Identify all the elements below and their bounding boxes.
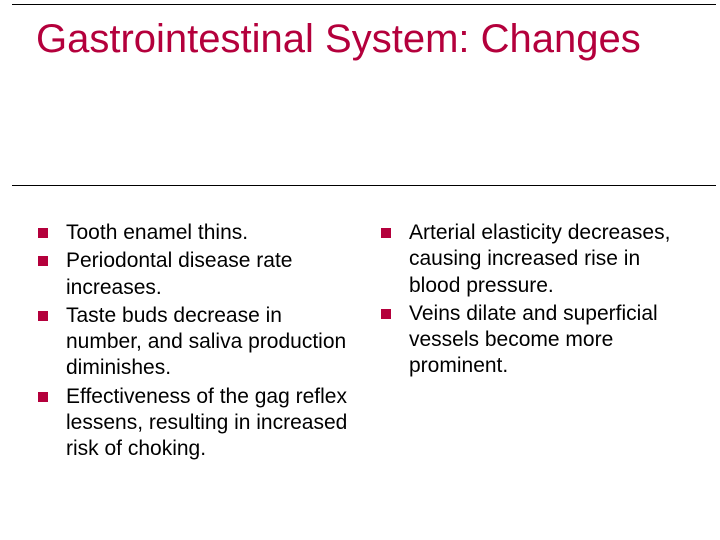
bullet-text: Veins dilate and superficial vessels bec… — [409, 301, 696, 380]
bullet-text: Arterial elasticity decreases, causing i… — [409, 220, 696, 299]
list-item: Tooth enamel thins. — [30, 220, 353, 246]
list-item: Veins dilate and superficial vessels bec… — [373, 301, 696, 380]
bullet-text: Periodontal disease rate increases. — [66, 248, 353, 301]
list-item: Effectiveness of the gag reflex lessens,… — [30, 384, 353, 463]
square-bullet-icon — [381, 228, 391, 238]
bullet-text: Effectiveness of the gag reflex lessens,… — [66, 384, 353, 463]
list-item: Taste buds decrease in number, and saliv… — [30, 303, 353, 382]
square-bullet-icon — [38, 311, 48, 321]
content-area: Tooth enamel thins. Periodontal disease … — [30, 220, 696, 520]
list-item: Arterial elasticity decreases, causing i… — [373, 220, 696, 299]
bullet-text: Tooth enamel thins. — [66, 220, 248, 246]
bullet-text: Taste buds decrease in number, and saliv… — [66, 303, 353, 382]
square-bullet-icon — [38, 256, 48, 266]
list-item: Periodontal disease rate increases. — [30, 248, 353, 301]
square-bullet-icon — [381, 309, 391, 319]
left-column: Tooth enamel thins. Periodontal disease … — [30, 220, 353, 520]
square-bullet-icon — [38, 228, 48, 238]
square-bullet-icon — [38, 392, 48, 402]
slide-title: Gastrointestinal System: Changes — [36, 16, 680, 62]
right-column: Arterial elasticity decreases, causing i… — [373, 220, 696, 520]
